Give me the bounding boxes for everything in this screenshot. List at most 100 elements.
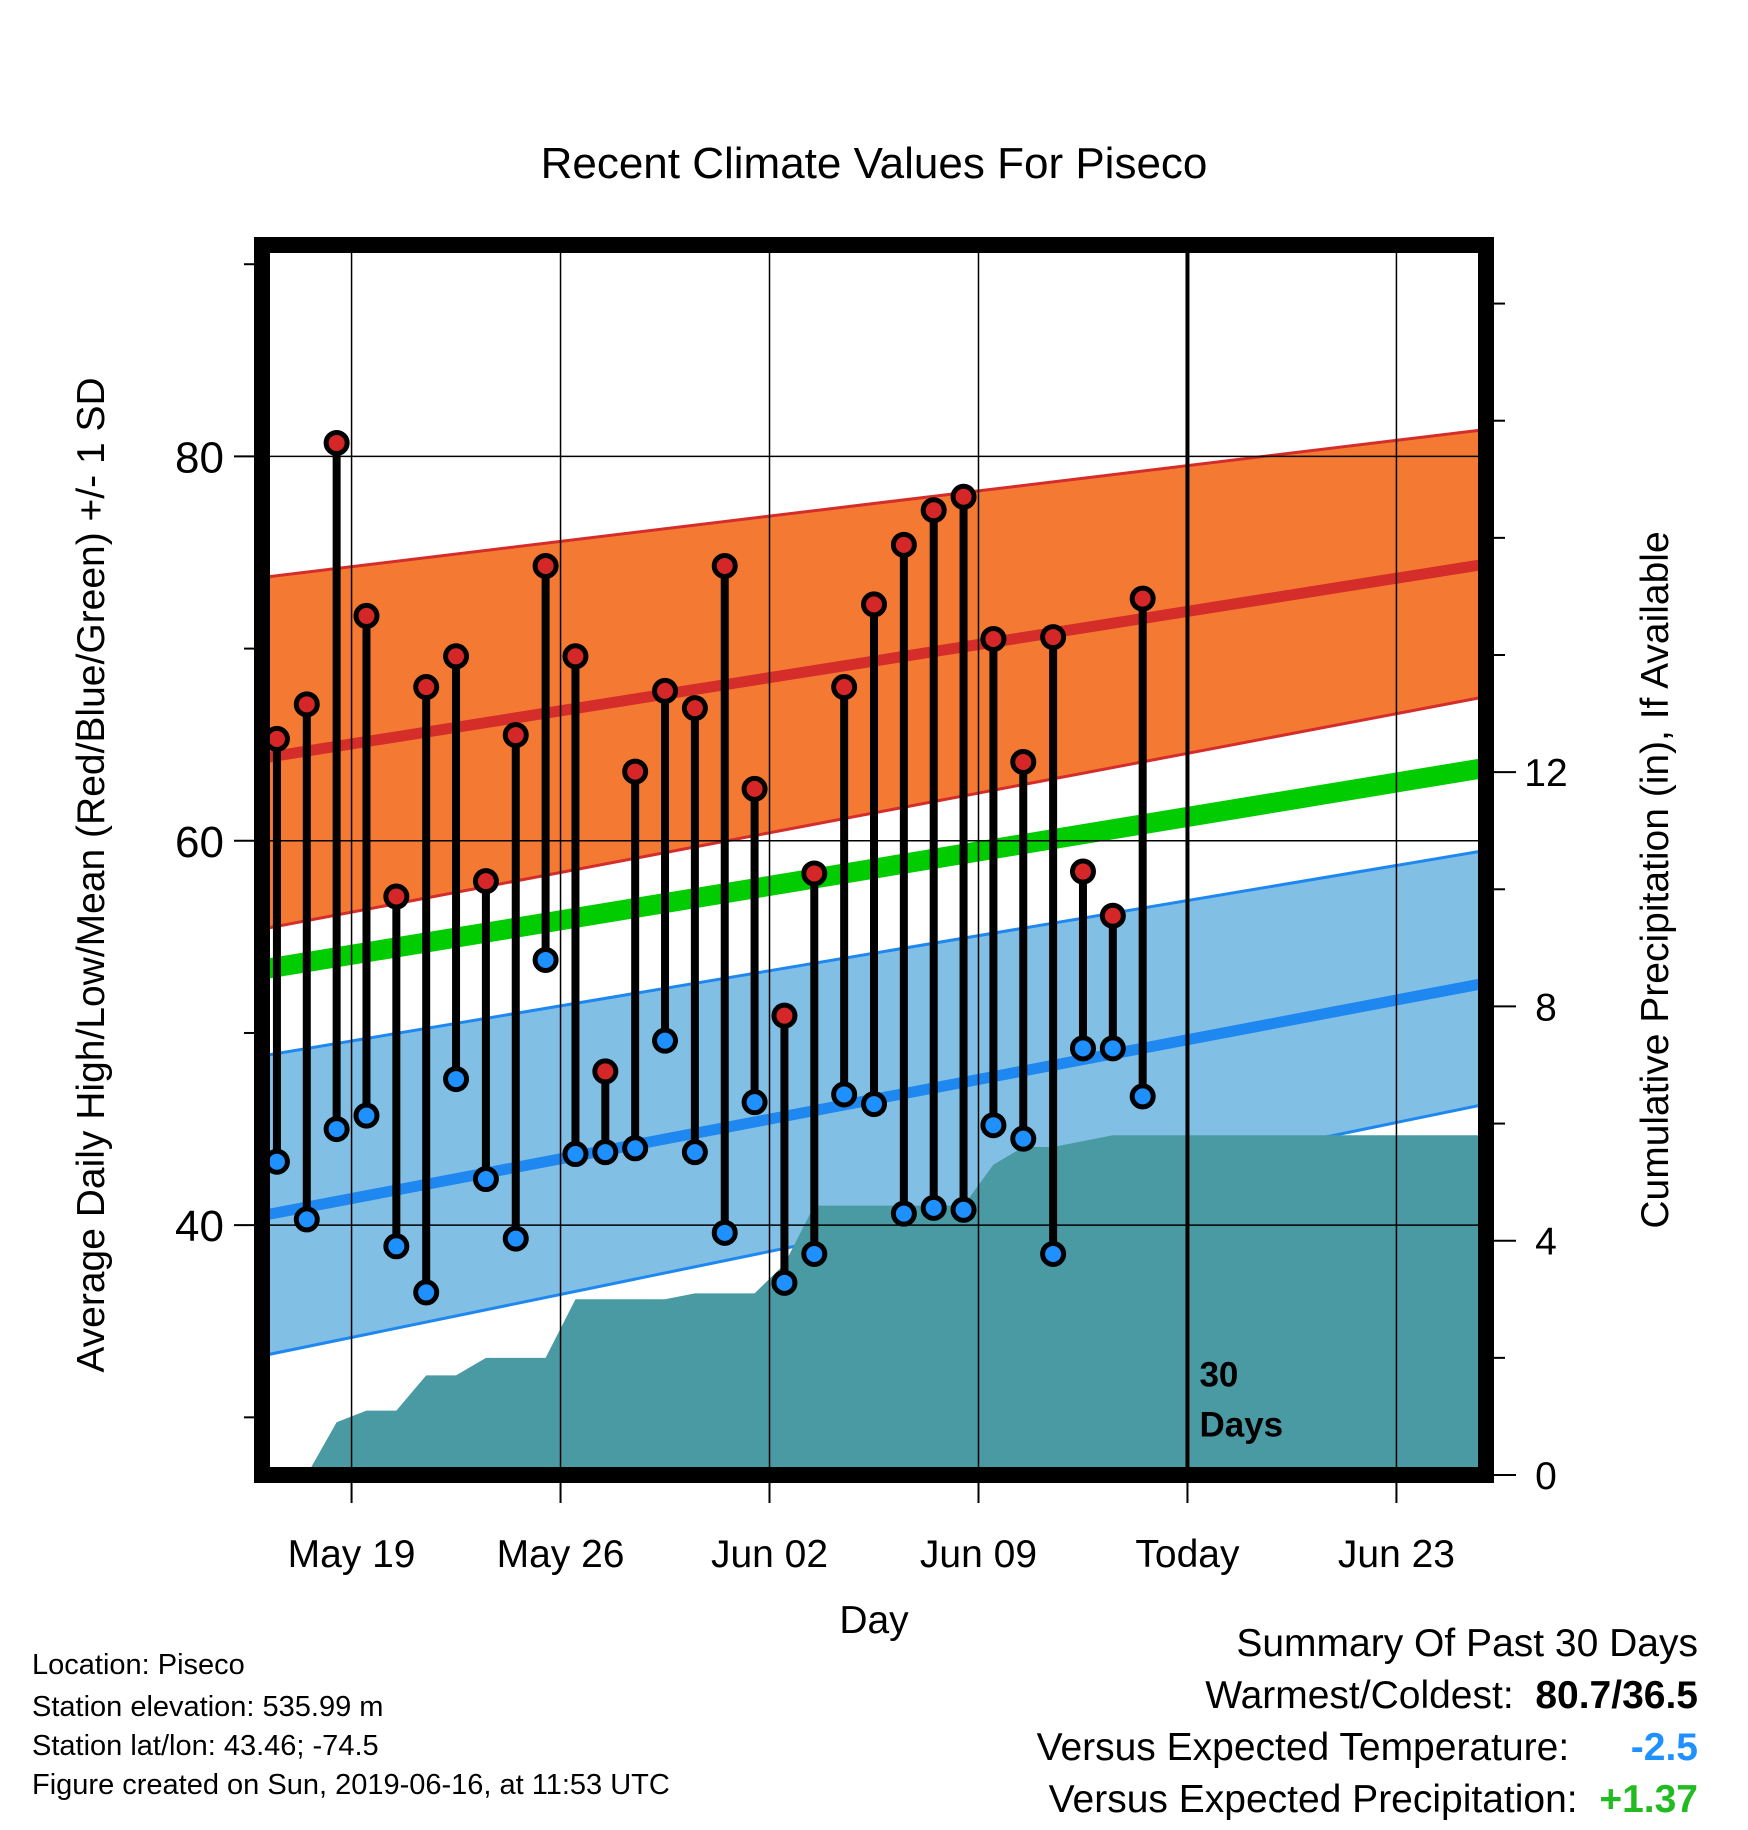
temp-value: -2.5 xyxy=(1630,1726,1698,1769)
low-point xyxy=(890,1200,917,1227)
y-right-tick-label: 12 xyxy=(1524,752,1567,795)
x-tick-label: May 26 xyxy=(497,1533,625,1576)
high-point xyxy=(532,552,559,579)
today-days-label-1: 30 xyxy=(1199,1356,1238,1395)
plot-area: 30 Days xyxy=(262,245,1486,1475)
y-left-tick-label: 80 xyxy=(175,433,224,482)
y-right-tick-label: 0 xyxy=(1535,1455,1557,1498)
high-point xyxy=(562,643,589,670)
low-point xyxy=(920,1194,947,1221)
high-point xyxy=(1099,902,1126,929)
high-point xyxy=(443,643,470,670)
low-point xyxy=(532,946,559,973)
high-point xyxy=(1040,624,1067,651)
high-point xyxy=(1010,748,1037,775)
low-point xyxy=(293,1206,320,1233)
high-point xyxy=(1129,585,1156,612)
y-left-tick-label: 40 xyxy=(175,1202,224,1251)
low-point xyxy=(622,1135,649,1162)
created-line: Figure created on Sun, 2019-06-16, at 11… xyxy=(32,1769,670,1801)
low-point xyxy=(502,1225,529,1252)
high-point xyxy=(323,429,350,456)
high-point xyxy=(472,868,499,895)
normal-high-band-upper-edge xyxy=(262,428,1486,579)
high-point xyxy=(353,602,380,629)
low-point xyxy=(771,1269,798,1296)
high-point xyxy=(383,883,410,910)
high-point xyxy=(413,674,440,701)
summary-heading: Summary Of Past 30 Days xyxy=(1236,1622,1698,1665)
high-point xyxy=(741,775,768,802)
low-point xyxy=(1010,1125,1037,1152)
plot-frame xyxy=(254,237,1494,1483)
high-point xyxy=(890,531,917,558)
y-axis-left-label: Average Daily High/Low/Mean (Red/Blue/Gr… xyxy=(70,377,113,1372)
low-point xyxy=(383,1233,410,1260)
high-point xyxy=(652,677,679,704)
x-tick-label: May 19 xyxy=(288,1533,416,1576)
axes: 40 60 80 0 4 8 12 May 19 May 26 Jun 02 Jun 09 Today… xyxy=(175,237,1568,1576)
low-point xyxy=(652,1027,679,1054)
low-point xyxy=(681,1139,708,1166)
y-axis-right-label: Cumulative Precipitation (in), If Availa… xyxy=(1634,531,1677,1228)
y-right-tick-label: 8 xyxy=(1535,986,1557,1029)
high-point xyxy=(861,591,887,618)
high-point xyxy=(293,691,320,718)
high-point xyxy=(980,625,1007,652)
temp-row: Versus Expected Temperature: -2.5 xyxy=(1037,1726,1698,1778)
high-point xyxy=(801,860,828,887)
low-point xyxy=(592,1139,619,1166)
low-point xyxy=(472,1166,499,1193)
low-point xyxy=(980,1112,1007,1139)
high-point xyxy=(711,552,738,579)
high-point xyxy=(681,695,708,722)
precip-area xyxy=(262,1135,1486,1475)
low-point xyxy=(353,1102,380,1129)
precip-row: Versus Expected Precipitation: +1.37 xyxy=(1037,1778,1698,1830)
high-point xyxy=(950,483,977,510)
low-point xyxy=(831,1081,858,1108)
high-point xyxy=(622,758,649,785)
low-point xyxy=(711,1219,738,1246)
summary-panel: Summary Of Past 30 Days Warmest/Coldest:… xyxy=(1037,1622,1698,1830)
x-axis-label: Day xyxy=(839,1599,909,1642)
warm-cold-row: Warmest/Coldest: 80.7/36.5 xyxy=(1037,1674,1698,1726)
high-point xyxy=(831,674,858,701)
location-line: Location: Piseco xyxy=(32,1649,245,1681)
x-tick-label: Jun 23 xyxy=(1338,1533,1455,1576)
x-tick-label: Jun 02 xyxy=(711,1533,828,1576)
warm-cold-value: 80.7/36.5 xyxy=(1535,1674,1698,1717)
elevation-line: Station elevation: 535.99 m xyxy=(32,1691,384,1723)
high-point xyxy=(771,1002,798,1029)
warm-cold-label: Warmest/Coldest: xyxy=(1205,1674,1514,1717)
low-point xyxy=(1129,1083,1156,1110)
low-point xyxy=(443,1066,470,1093)
low-point xyxy=(323,1116,350,1143)
low-point xyxy=(562,1141,589,1168)
y-right-tick-label: 4 xyxy=(1535,1221,1557,1264)
today-days-label-2: Days xyxy=(1199,1406,1283,1445)
temp-label: Versus Expected Temperature: xyxy=(1036,1726,1570,1769)
low-point xyxy=(1040,1240,1067,1267)
low-point xyxy=(741,1089,768,1116)
high-point xyxy=(502,722,529,749)
station-info: Location: Piseco Station elevation: 535.… xyxy=(32,1648,670,1802)
high-point xyxy=(1069,858,1096,885)
precip-label: Versus Expected Precipitation: xyxy=(1048,1778,1578,1821)
low-point xyxy=(950,1196,977,1223)
low-point xyxy=(1069,1035,1096,1062)
high-point xyxy=(592,1058,619,1085)
plot-content: 30 Days xyxy=(262,245,1486,1475)
low-point xyxy=(801,1240,828,1267)
low-point xyxy=(413,1279,440,1306)
latlon-line: Station lat/lon: 43.46; -74.5 xyxy=(32,1730,379,1762)
y-left-tick-label: 60 xyxy=(175,818,224,867)
x-tick-label: Jun 09 xyxy=(920,1533,1037,1576)
chart-title: Recent Climate Values For Piseco xyxy=(541,139,1208,188)
x-tick-label: Today xyxy=(1135,1533,1240,1576)
low-point xyxy=(1099,1035,1126,1062)
precip-value: +1.37 xyxy=(1599,1778,1698,1821)
high-point xyxy=(920,497,947,524)
low-point xyxy=(861,1091,887,1118)
